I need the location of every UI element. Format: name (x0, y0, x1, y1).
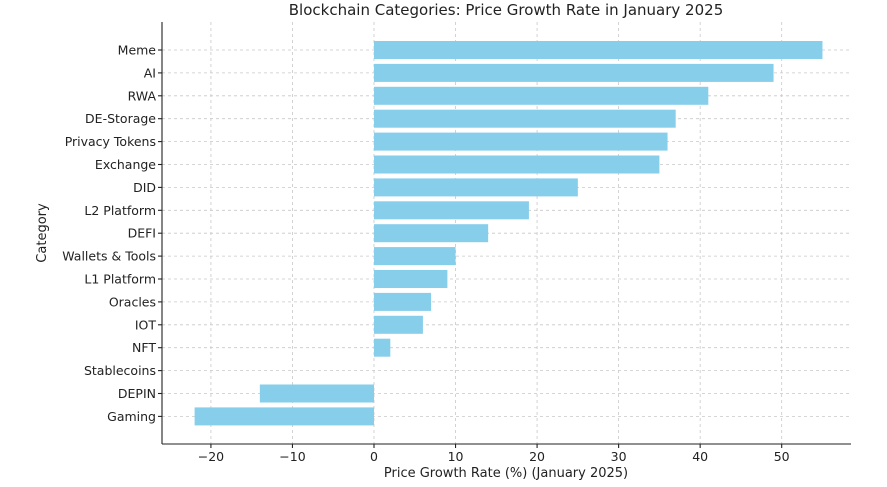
bar (374, 338, 391, 357)
y-tick-label: Stablecoins (84, 363, 156, 378)
y-tick-labels: Meme AI RWA DE-Storage Privacy Tokens Exchang… (62, 43, 162, 424)
bar (374, 109, 676, 128)
bar (374, 63, 774, 82)
y-tick-label: DEPIN (118, 386, 156, 401)
x-axis-label: Price Growth Rate (%) (January 2025) (384, 466, 628, 481)
y-tick-label: Oracles (109, 294, 156, 309)
x-tick-label: 50 (774, 449, 790, 464)
y-tick-label: Privacy Tokens (65, 134, 156, 149)
bar (374, 132, 668, 151)
bar (374, 315, 423, 334)
grid-lines (162, 22, 851, 444)
x-tick-label: 40 (692, 449, 708, 464)
y-tick-label: NFT (132, 340, 156, 355)
x-tick-label: 30 (611, 449, 627, 464)
y-tick-label: DEFI (128, 226, 156, 241)
y-tick-label: Meme (118, 43, 157, 58)
x-tick-label: −20 (198, 449, 224, 464)
y-tick-label: DE-Storage (85, 111, 156, 126)
x-tick-label: 0 (370, 449, 378, 464)
bar (374, 224, 489, 243)
chart-title: Blockchain Categories: Price Growth Rate… (289, 1, 723, 19)
bar (259, 384, 374, 403)
y-tick-label: Gaming (107, 409, 156, 424)
bar (374, 178, 578, 197)
bar (374, 41, 823, 59)
bar (374, 292, 432, 311)
bar (374, 270, 448, 288)
x-tick-labels: −20 −10 0 10 20 30 40 50 (198, 444, 790, 464)
bar (194, 407, 374, 426)
bar (374, 201, 529, 220)
y-axis-label: Category (35, 203, 50, 263)
y-tick-label: DID (133, 180, 156, 195)
y-tick-label: AI (144, 65, 156, 80)
y-tick-label: L2 Platform (84, 203, 156, 218)
y-tick-label: Wallets & Tools (62, 249, 156, 264)
bar (374, 86, 709, 105)
bar (374, 155, 660, 174)
bars (194, 41, 823, 426)
bar (374, 247, 456, 266)
y-tick-label: Exchange (95, 157, 156, 172)
x-tick-label: 20 (529, 449, 545, 464)
y-tick-label: RWA (128, 88, 157, 103)
y-tick-label: L1 Platform (84, 272, 156, 287)
y-tick-label: IOT (135, 317, 157, 332)
x-tick-label: −10 (279, 449, 305, 464)
x-tick-label: 10 (448, 449, 464, 464)
